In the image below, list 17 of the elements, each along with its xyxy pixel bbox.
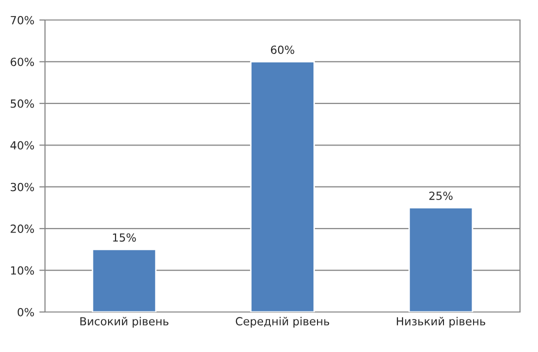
y-tick-label: 0% — [18, 308, 34, 316]
y-tick-label: 70% — [10, 16, 34, 24]
x-tick-label: Високий рівень — [80, 316, 168, 328]
bar — [250, 61, 315, 312]
y-tick-label: 50% — [10, 99, 34, 108]
y-tick-label: 30% — [10, 182, 34, 192]
y-tick-label: 60% — [10, 58, 34, 66]
y-tick-label: 10% — [11, 266, 34, 275]
x-tick-label: Середній рівень — [236, 316, 330, 328]
data-label: 15% — [113, 233, 136, 242]
y-tick-label: 20% — [10, 224, 34, 233]
data-label: 25% — [429, 192, 453, 200]
data-label: 60% — [270, 46, 294, 54]
y-tick-label: 40% — [10, 141, 34, 150]
bar — [408, 207, 474, 312]
bar — [92, 248, 157, 312]
x-tick-label: Низький рівень — [396, 316, 486, 328]
